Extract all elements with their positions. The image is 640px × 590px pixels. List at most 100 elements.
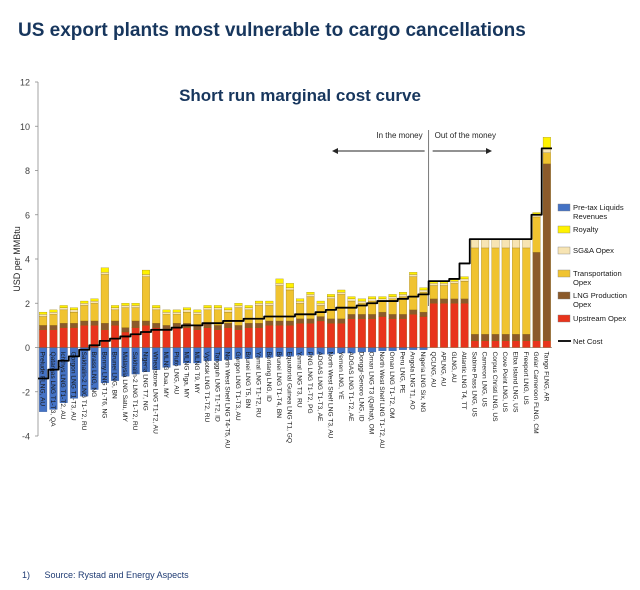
bar-lngprod-segment	[275, 320, 284, 326]
legend-lngprod-label-line: Opex	[573, 300, 591, 309]
legend-transport-label-line: Opex	[573, 278, 591, 287]
bar-upstream-segment	[121, 331, 130, 348]
bar-lngprod-segment	[316, 316, 325, 322]
bar-transport-segment	[162, 314, 171, 326]
y-tick-label: -2	[22, 387, 30, 397]
bar-sga-segment	[142, 274, 150, 277]
legend-transport-label-line: Transportation	[573, 269, 622, 278]
x-tick-label: Angola LNG T1, AO	[409, 352, 416, 410]
x-tick-label: PNG LNG T1-T2, PG	[306, 352, 313, 414]
bar-lngprod-segment	[49, 325, 58, 330]
x-tick-label: Nigeria LNG T7, NG	[141, 352, 148, 411]
bar-transport-segment	[316, 305, 325, 317]
bar-lngprod-segment	[429, 298, 438, 304]
bar-lngprod-segment	[470, 334, 479, 341]
bar-upstream-segment	[409, 314, 418, 348]
bar-royalty-segment	[90, 298, 99, 302]
bar-royalty-segment	[234, 303, 243, 306]
legend-royalty-label: Royalty	[573, 225, 599, 234]
bar-transport-segment	[234, 307, 243, 326]
x-tick-label: Oman LNG T3 (Qalhat), OM	[368, 352, 375, 435]
legend-lngprod-swatch	[557, 291, 571, 300]
bar-upstream-segment	[183, 327, 191, 348]
bar-lngprod-segment	[255, 323, 263, 328]
bar-lngprod-segment	[306, 318, 315, 324]
bar-royalty-segment	[388, 294, 397, 297]
bar-upstream-segment	[172, 327, 181, 348]
x-tick-label: North West Shelf LNG T1-T2, AU	[378, 352, 385, 449]
bar-upstream-segment	[224, 327, 233, 348]
bar-upstream-segment	[296, 323, 305, 348]
bar-sga-segment	[347, 298, 356, 302]
y-tick-label: 10	[20, 122, 30, 132]
bar-sga-segment	[296, 300, 305, 304]
bar-royalty-segment	[347, 296, 356, 299]
bar-upstream-segment	[501, 340, 510, 348]
bar-transport-segment	[244, 309, 253, 324]
bar-upstream-segment	[306, 323, 315, 348]
bar-royalty-segment	[152, 305, 161, 308]
y-tick-label: -4	[22, 432, 30, 442]
in-the-money-arrowhead	[332, 148, 338, 154]
legend-upstream-swatch	[557, 314, 571, 323]
bar-royalty-segment	[244, 305, 253, 308]
bar-upstream-segment	[193, 329, 202, 348]
bar-sga-segment	[388, 296, 397, 299]
x-tick-label: Brunei LNG, BN	[111, 352, 118, 400]
bar-sga-segment	[39, 314, 48, 317]
x-tick-label: Corpus Christi LNG, US	[491, 352, 498, 423]
bar-upstream-segment	[100, 329, 109, 348]
footnote: 1) Source: Rystad and Energy Aspects	[22, 570, 189, 580]
bar-transport-segment	[255, 305, 263, 324]
x-tick-label: Bonny LNG T1-T6, NG	[100, 352, 107, 419]
x-tick-label: GLNG, AU	[450, 352, 457, 383]
bar-upstream-segment	[460, 303, 469, 348]
bar-transport-segment	[193, 314, 202, 326]
x-tick-label: Cameron LNG, US	[481, 352, 488, 408]
bar-upstream-segment	[522, 340, 531, 348]
bar-royalty-segment	[316, 300, 325, 304]
bar-transport-segment	[306, 296, 315, 319]
y-tick-label: 4	[25, 255, 30, 265]
bar-transport-segment	[80, 305, 89, 322]
legend-upstream-label: Upstream Opex	[573, 314, 626, 323]
bar-royalty-segment	[255, 300, 263, 304]
bar-upstream-segment	[337, 323, 346, 348]
bar-lngprod-segment	[491, 334, 500, 341]
legend-transport-swatch	[557, 269, 571, 278]
bar-sga-segment	[481, 238, 490, 249]
x-tick-label: Golar Cameroon FLNG, CM	[532, 352, 539, 434]
bar-royalty-segment	[100, 267, 109, 273]
out-of-the-money-arrowhead	[486, 148, 492, 154]
bar-upstream-segment	[213, 329, 222, 348]
bar-upstream-segment	[49, 329, 58, 348]
bar-transport-segment	[49, 314, 58, 326]
bar-royalty-segment	[542, 137, 551, 149]
bar-sga-segment	[512, 238, 520, 249]
bar-transport-segment	[532, 216, 541, 253]
bar-transport-segment	[542, 152, 551, 164]
bar-sga-segment	[440, 283, 448, 286]
bar-upstream-segment	[131, 327, 140, 348]
bar-transport-segment	[70, 311, 78, 324]
bar-lngprod-segment	[100, 323, 109, 330]
bar-lngprod-segment	[142, 320, 150, 326]
bar-sga-segment	[111, 307, 120, 311]
bar-lngprod-segment	[481, 334, 490, 341]
bar-royalty-segment	[39, 311, 48, 315]
bar-upstream-segment	[80, 325, 89, 348]
bar-upstream-segment	[90, 325, 99, 348]
bar-lngprod-segment	[265, 320, 274, 326]
x-tick-label: Brass LNG, NG	[90, 352, 97, 398]
bar-upstream-segment	[399, 318, 407, 348]
bar-lngprod-segment	[337, 318, 346, 324]
x-tick-label: Yemen LNG, YE	[337, 352, 344, 401]
bar-upstream-segment	[265, 325, 274, 348]
bar-royalty-segment	[172, 309, 181, 313]
bar-pretax-segment	[409, 347, 418, 350]
bar-upstream-segment	[203, 327, 212, 348]
bar-sga-segment	[357, 300, 366, 304]
bar-upstream-segment	[234, 329, 243, 348]
x-tick-label: Ichthys LNG T1-T2, AU	[59, 352, 66, 420]
x-tick-label: Gorgon LNG T1-T3, AU	[234, 352, 241, 421]
